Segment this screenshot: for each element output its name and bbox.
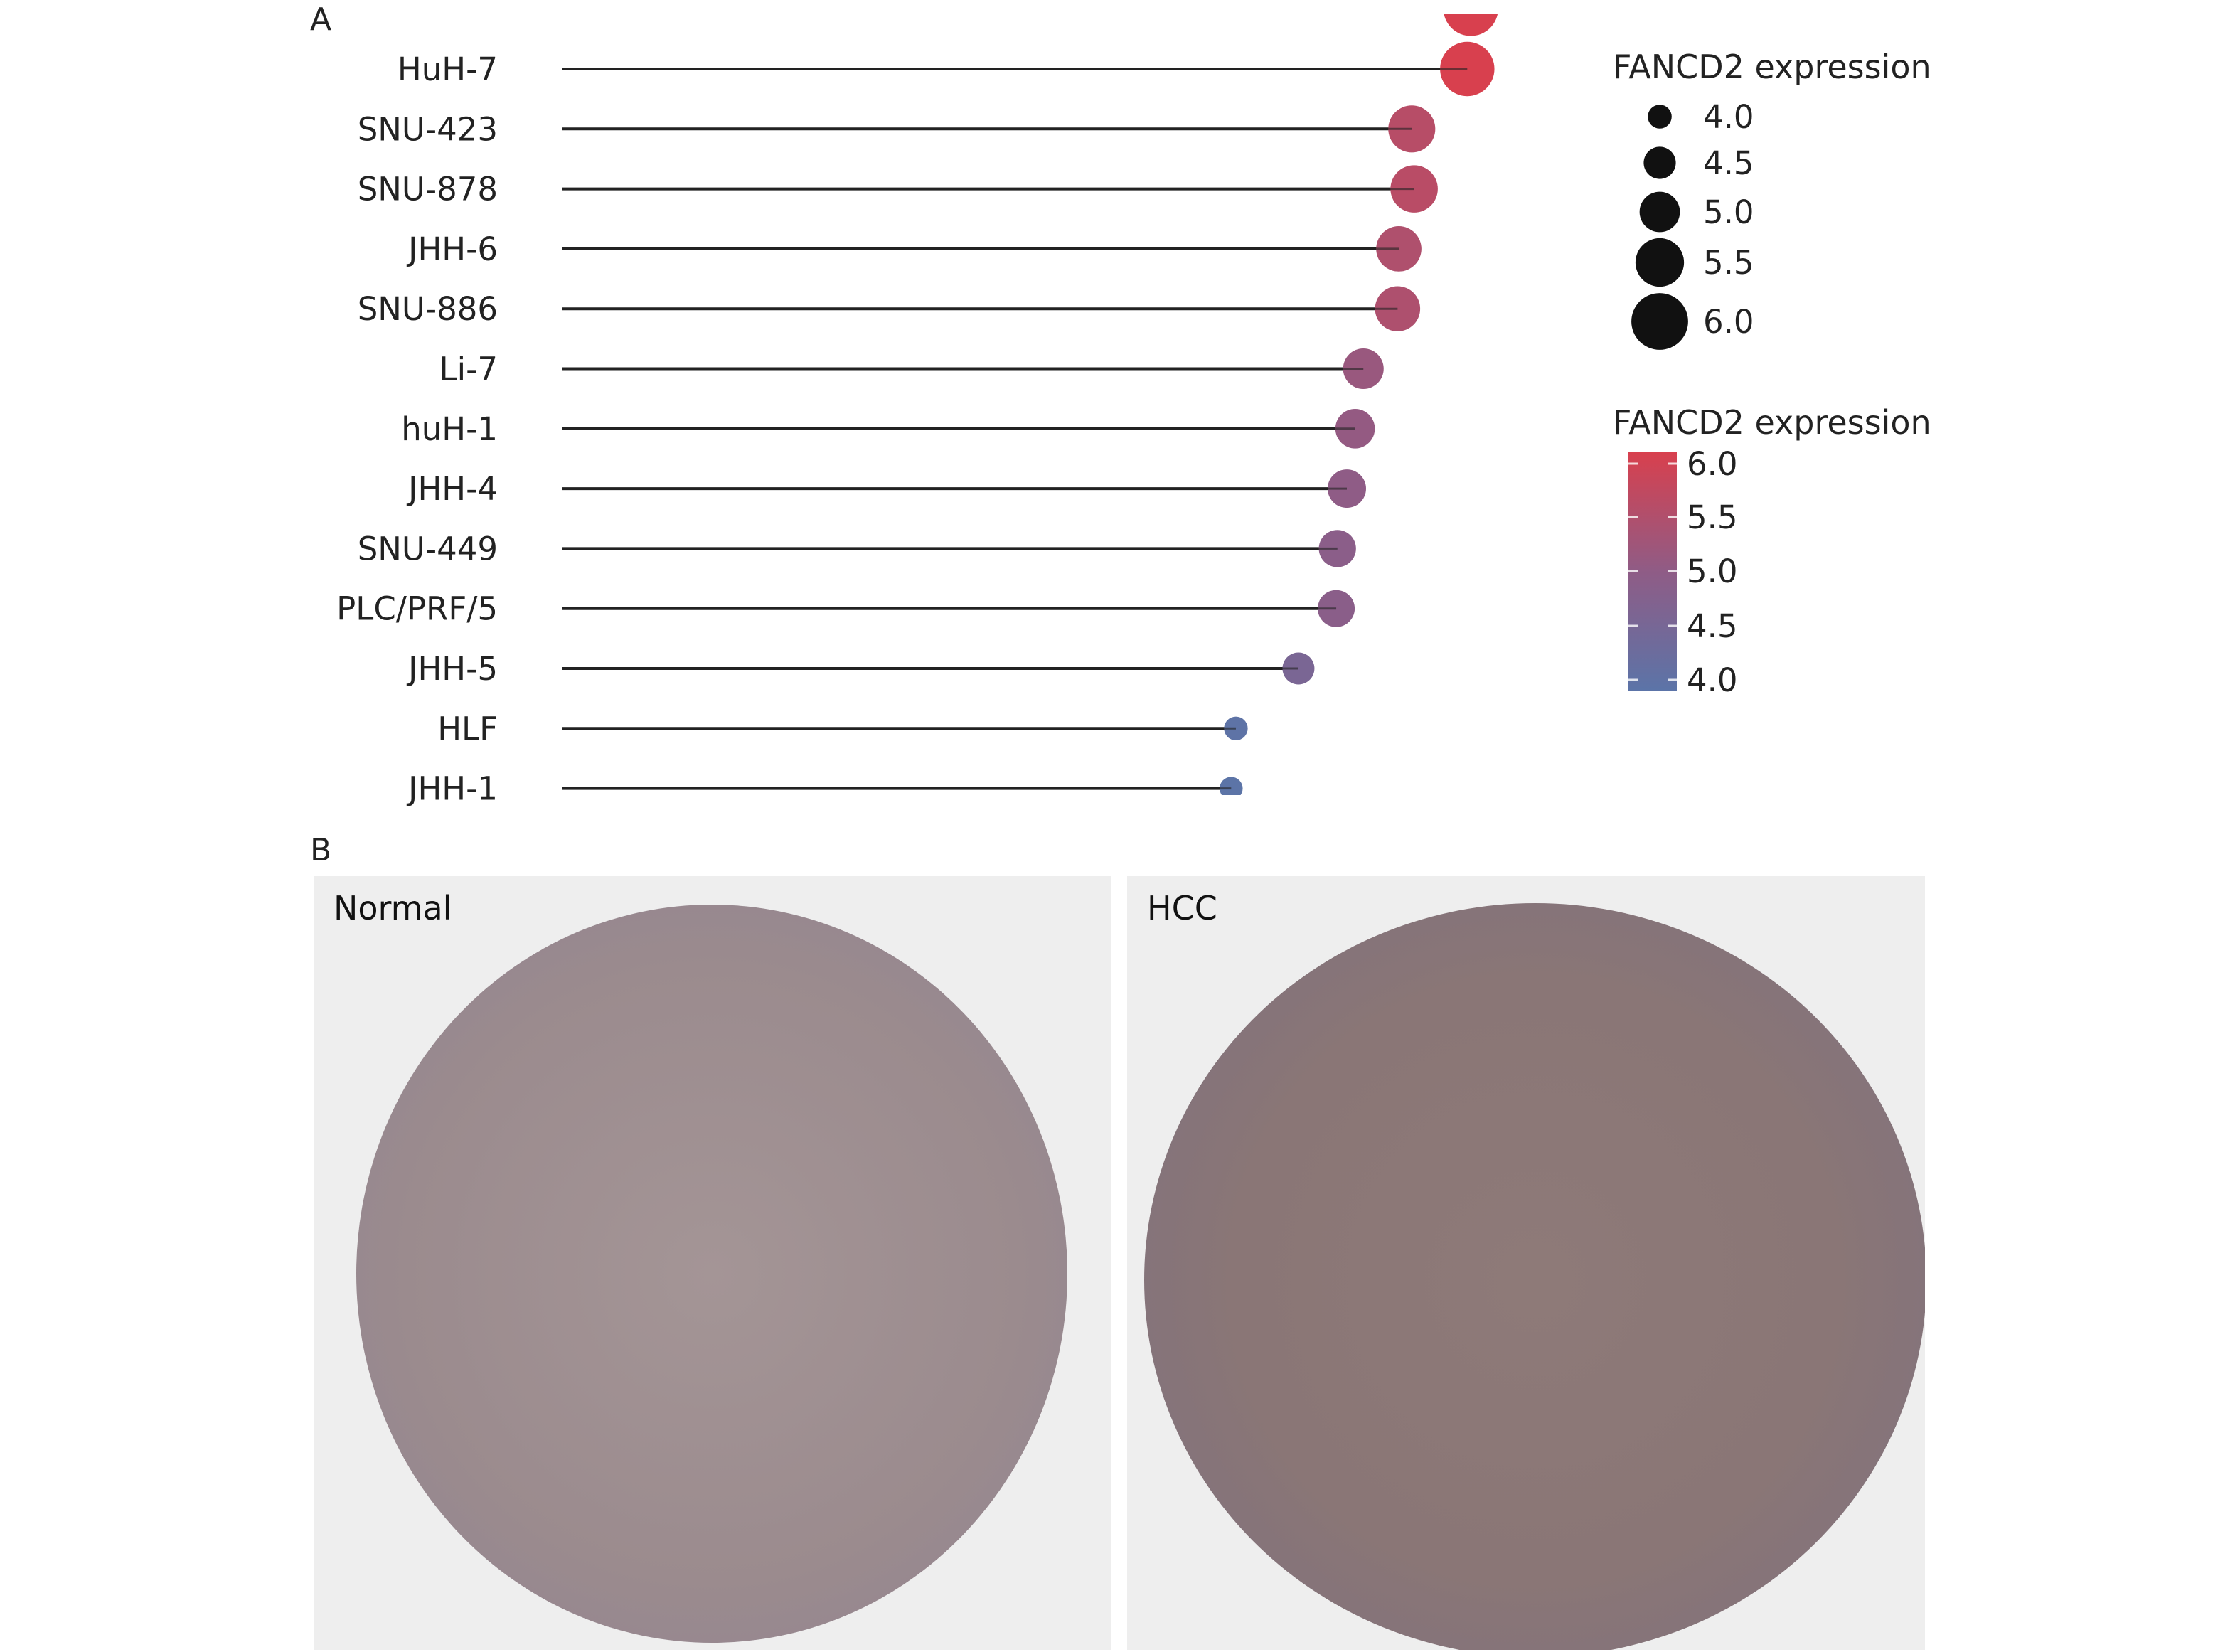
panel-b-letter: B	[310, 832, 332, 868]
row-label: HuH-7	[398, 50, 498, 88]
size-legend-dot	[1639, 191, 1680, 233]
row-label: SNU-449	[358, 530, 498, 567]
size-legend-dot	[1635, 238, 1685, 287]
lollipop-point	[1444, 14, 1498, 36]
panel-a-letter: A	[310, 1, 332, 38]
size-legend-dot	[1631, 293, 1688, 350]
size-legend-dot	[1648, 105, 1672, 129]
colorbar-label: 6.0	[1687, 445, 1738, 483]
size-legend-label: 6.0	[1703, 303, 1754, 341]
row-label: SNU-886	[358, 290, 498, 328]
colorbar-label: 5.5	[1687, 499, 1738, 536]
row-label: huH-1	[401, 410, 498, 448]
tissue-image-normal: Normal	[314, 876, 1111, 1650]
size-legend-label: 5.0	[1703, 193, 1754, 231]
row-label: HLF	[437, 710, 498, 747]
row-label: SNU-423	[358, 110, 498, 148]
colorbar-label: 5.0	[1687, 553, 1738, 590]
row-label: Li-7	[439, 351, 498, 388]
row-label: PLC/PRF/5	[336, 590, 498, 628]
size-legend-title: FANCD2 expression	[1613, 48, 1931, 86]
color-legend-title: FANCD2 expression	[1613, 403, 1931, 442]
colorbar-label: 4.0	[1687, 661, 1738, 699]
colorbar-label: 4.5	[1687, 607, 1738, 645]
tissue-image-hcc: HCC	[1127, 876, 1925, 1650]
caption-normal: Normal	[334, 889, 452, 927]
caption-hcc: HCC	[1147, 889, 1217, 927]
row-label: SNU-878	[358, 171, 498, 208]
tissue-core-normal	[356, 905, 1067, 1643]
row-label: JHH-5	[406, 650, 498, 688]
lollipop-point	[1220, 777, 1243, 795]
tissue-core-hcc	[1144, 903, 1925, 1650]
lollipop-chart: HuH-7 SNU-423 SNU-878 JHH-6 SNU-886 Li-7 huH-1…	[336, 14, 1931, 808]
size-legend-label: 4.0	[1703, 98, 1754, 136]
row-label: JHH-4	[406, 470, 498, 508]
row-label: JHH-6	[406, 230, 498, 268]
size-legend-label: 4.5	[1703, 144, 1754, 182]
size-legend-label: 5.5	[1703, 244, 1754, 282]
size-legend-dot	[1643, 146, 1676, 179]
row-label: JHH-1	[406, 770, 498, 808]
